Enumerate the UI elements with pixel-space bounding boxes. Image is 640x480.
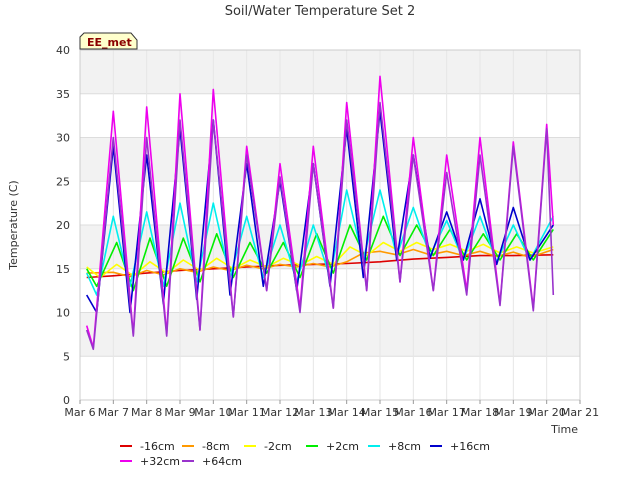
series-line-64cm [85,101,555,351]
x-tick-label: Mar 11 [228,406,266,419]
x-tick-label: Mar 8 [131,406,162,419]
legend-label: +64cm [202,455,242,468]
plot-border [79,49,581,401]
legend-label: +8cm [388,440,421,453]
y-tick-label: 5 [63,350,70,363]
legend-label: -16cm [140,440,175,453]
plot-band [80,356,580,400]
x-tick-label: Mar 7 [98,406,129,419]
y-axis-label: Temperature (C) [7,180,20,270]
y-tick-label: 10 [56,307,70,320]
chart-title: Soil/Water Temperature Set 2 [225,4,416,19]
x-tick-label: Mar 21 [561,406,599,419]
y-tick-label: 25 [56,175,70,188]
plot-band [80,50,580,94]
y-tick-label: 30 [56,132,70,145]
series-line-8cm [85,189,555,296]
x-tick-label: Mar 16 [394,406,432,419]
x-tick-label: Mar 6 [64,406,95,419]
x-tick-label: Mar 12 [261,406,299,419]
x-axis-label: Time [550,423,578,436]
y-tick-label: 40 [56,44,70,57]
plot-background [80,50,580,400]
x-tick-label: Mar 15 [361,406,399,419]
badge: EE_met [79,32,138,50]
plot-band [80,181,580,225]
plot-band [80,312,580,357]
legend-label: +2cm [326,440,359,453]
legend: -16cm -8cm -2cm +2cm +8cm +16cm +32cm +64cm [120,440,490,468]
series-layer [85,75,555,351]
y-tick-label: 0 [63,394,70,407]
legend-label: -2cm [264,440,292,453]
legend-label: -8cm [202,440,230,453]
x-tick-label: Mar 18 [461,406,499,419]
x-tick-label: Mar 19 [494,406,532,419]
y-tick-label: 15 [56,263,70,276]
y-tick-label: 20 [56,219,70,232]
legend-label: +32cm [140,455,180,468]
x-tick-label: Mar 14 [328,406,366,419]
x-tick-label: Mar 17 [428,406,466,419]
plot-band [80,137,580,182]
x-tick-label: Mar 13 [294,406,332,419]
x-tick-label: Mar 20 [528,406,566,419]
y-axis-ticks: 0 5 10 15 20 25 30 35 40 [56,44,70,407]
legend-label: +16cm [450,440,490,453]
x-tick-label: Mar 9 [164,406,195,419]
plot-band [80,93,580,138]
badge-label: EE_met [87,36,132,49]
y-tick-label: 35 [56,88,70,101]
x-tick-label: Mar 10 [194,406,232,419]
badge-shape [79,32,138,50]
